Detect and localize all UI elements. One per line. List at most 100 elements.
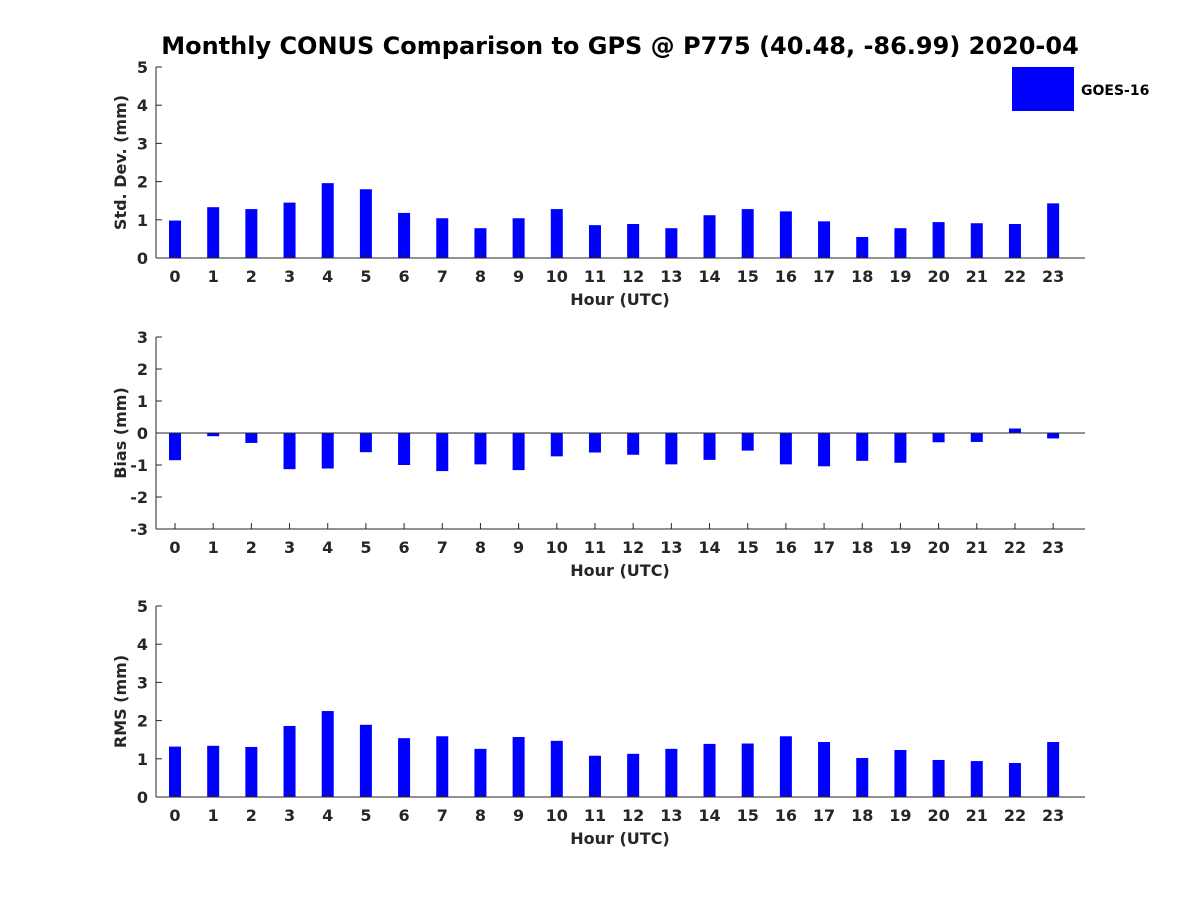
y-tick-label: 3: [137, 328, 148, 347]
y-tick-label: 2: [137, 360, 148, 379]
bar-hour-9: [512, 433, 525, 471]
x-tick-label: 19: [889, 538, 911, 557]
y-tick-label: 2: [137, 712, 148, 731]
x-tick-label: 17: [813, 267, 835, 286]
x-tick-label: 23: [1042, 267, 1064, 286]
x-tick-label: 7: [437, 806, 448, 825]
x-tick-label: 22: [1004, 267, 1026, 286]
x-tick-label: 8: [475, 806, 486, 825]
x-tick-label: 8: [475, 538, 486, 557]
bar-hour-17: [818, 433, 831, 467]
bar-hour-19: [894, 228, 907, 258]
x-tick-label: 5: [360, 806, 371, 825]
bar-hour-19: [894, 433, 907, 463]
x-tick-label: 4: [322, 538, 333, 557]
x-tick-label: 6: [399, 267, 410, 286]
x-tick-label: 14: [698, 267, 720, 286]
x-tick-label: 4: [322, 267, 333, 286]
x-tick-label: 7: [437, 267, 448, 286]
y-tick-label: 5: [137, 58, 148, 77]
x-tick-label: 21: [966, 538, 988, 557]
x-tick-label: 3: [284, 267, 295, 286]
bar-hour-20: [932, 759, 945, 797]
x-tick-label: 13: [660, 267, 682, 286]
x-tick-label: 1: [208, 806, 219, 825]
x-axis-label: Hour (UTC): [570, 561, 670, 580]
y-tick-label: 2: [137, 173, 148, 192]
y-tick-label: 3: [137, 134, 148, 153]
bar-hour-21: [970, 433, 983, 442]
bar-hour-4: [321, 711, 334, 797]
bar-hour-18: [856, 758, 869, 797]
bar-hour-14: [703, 433, 716, 460]
x-tick-label: 5: [360, 267, 371, 286]
bar-hour-16: [779, 211, 792, 258]
legend: GOES-16: [1012, 67, 1149, 111]
bar-hour-1: [207, 433, 220, 437]
x-tick-label: 9: [513, 267, 524, 286]
bar-hour-11: [588, 433, 601, 453]
x-tick-label: 13: [660, 806, 682, 825]
bar-hour-16: [779, 736, 792, 797]
bar-hour-8: [474, 748, 487, 797]
x-tick-label: 16: [775, 267, 797, 286]
x-tick-label: 6: [399, 538, 410, 557]
bar-hour-17: [818, 741, 831, 797]
bar-hour-12: [627, 753, 640, 797]
x-tick-label: 1: [208, 538, 219, 557]
bar-hour-5: [359, 433, 372, 453]
bar-hour-0: [169, 746, 181, 797]
bar-hour-15: [741, 433, 754, 451]
x-tick-label: 15: [737, 538, 759, 557]
bar-hour-23: [1047, 741, 1060, 797]
bar-hour-12: [627, 224, 640, 258]
x-tick-label: 4: [322, 806, 333, 825]
x-axis-label: Hour (UTC): [570, 290, 670, 309]
x-tick-label: 3: [284, 538, 295, 557]
y-tick-label: 1: [137, 211, 148, 230]
bar-hour-13: [665, 748, 678, 797]
x-tick-label: 20: [927, 538, 949, 557]
legend-swatch: [1012, 67, 1074, 111]
bar-hour-8: [474, 433, 487, 465]
x-tick-label: 10: [546, 538, 568, 557]
bar-hour-20: [932, 222, 945, 258]
bar-hour-11: [588, 225, 601, 258]
x-tick-label: 7: [437, 538, 448, 557]
y-tick-label: -3: [130, 520, 148, 539]
x-tick-label: 18: [851, 806, 873, 825]
y-tick-label: 0: [137, 788, 148, 807]
x-tick-label: 16: [775, 538, 797, 557]
bar-hour-0: [169, 433, 181, 461]
bar-hour-23: [1047, 433, 1060, 439]
bar-hour-6: [398, 738, 411, 797]
bar-hour-5: [359, 189, 372, 258]
bar-hour-8: [474, 228, 487, 258]
x-tick-label: 11: [584, 806, 606, 825]
x-tick-label: 18: [851, 538, 873, 557]
x-tick-label: 8: [475, 267, 486, 286]
bar-hour-4: [321, 433, 334, 469]
legend-label: GOES-16: [1081, 83, 1149, 99]
x-tick-label: 12: [622, 538, 644, 557]
bar-hour-22: [1008, 428, 1021, 433]
x-tick-label: 17: [813, 538, 835, 557]
x-tick-label: 10: [546, 267, 568, 286]
bar-hour-21: [970, 223, 983, 258]
y-axis-label: Std. Dev. (mm): [111, 95, 130, 230]
bar-hour-23: [1047, 203, 1060, 258]
x-tick-label: 14: [698, 538, 720, 557]
y-tick-label: 3: [137, 673, 148, 692]
x-tick-label: 11: [584, 538, 606, 557]
y-tick-label: 4: [137, 635, 148, 654]
bar-hour-17: [818, 221, 831, 258]
bar-hour-1: [207, 207, 220, 258]
bar-hour-2: [245, 746, 258, 797]
bar-hour-22: [1008, 224, 1021, 258]
bar-hour-19: [894, 750, 907, 797]
